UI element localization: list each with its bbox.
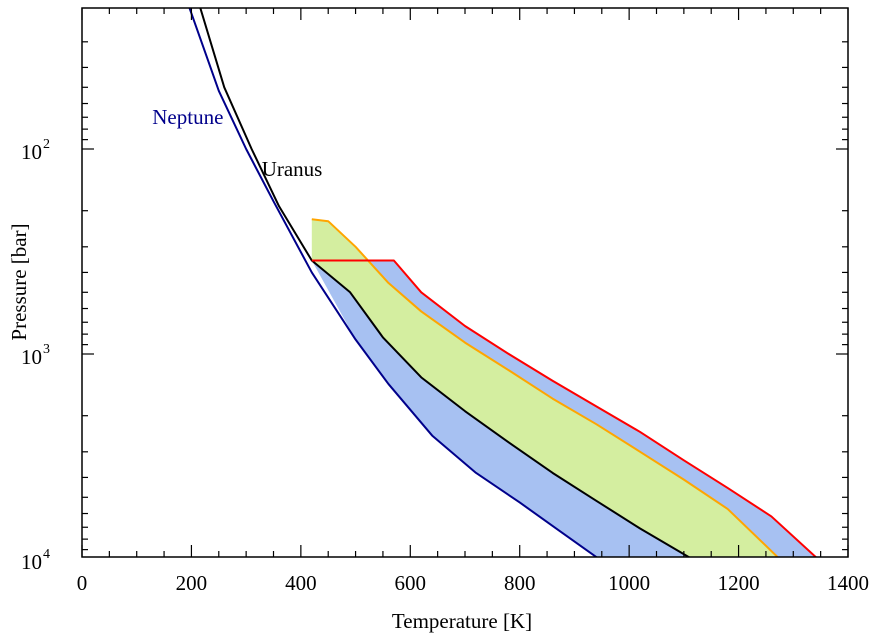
x-axis-label: Temperature [K] bbox=[392, 609, 532, 633]
series-lines bbox=[188, 8, 818, 557]
y-tick-label-exp: 3 bbox=[43, 342, 50, 357]
fill-regions bbox=[311, 219, 816, 557]
x-tick-label: 600 bbox=[395, 571, 427, 595]
annotation-uranus: Uranus bbox=[262, 157, 323, 181]
annotations: Neptune Uranus bbox=[152, 105, 322, 181]
x-tick-label: 200 bbox=[176, 571, 208, 595]
y-tick-label: 10 bbox=[21, 550, 42, 574]
line-uranus bbox=[199, 8, 691, 557]
y-tick-label: 10 bbox=[21, 345, 42, 369]
line-orange bbox=[311, 218, 779, 557]
plot-border bbox=[81, 7, 849, 558]
y-axis-label: Pressure [bar] bbox=[7, 223, 31, 340]
x-tick-label: 1400 bbox=[827, 571, 869, 595]
y-tick-label-exp: 2 bbox=[43, 137, 50, 152]
annotation-neptune: Neptune bbox=[152, 105, 223, 129]
x-tick-label: 400 bbox=[285, 571, 317, 595]
y-tick-label-exp: 4 bbox=[43, 547, 50, 562]
y-tick-label: 10 bbox=[21, 140, 42, 164]
axis-ticks bbox=[81, 8, 849, 557]
line-red bbox=[311, 259, 818, 557]
line-neptune bbox=[188, 8, 598, 557]
x-tick-label: 1000 bbox=[608, 571, 650, 595]
plot-frame bbox=[81, 7, 849, 558]
x-tick-label: 800 bbox=[504, 571, 536, 595]
fill-region-inner bbox=[311, 219, 778, 557]
x-tick-label: 0 bbox=[77, 571, 88, 595]
x-tick-label: 1200 bbox=[718, 571, 760, 595]
